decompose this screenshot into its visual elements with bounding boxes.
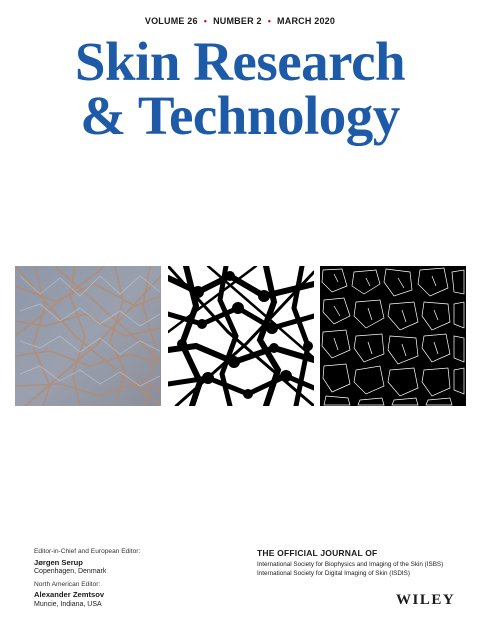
- publisher-logo: WILEY: [396, 592, 456, 608]
- contour-skin-image: [320, 266, 466, 406]
- editor-name: Alexander Zemtsov: [34, 590, 105, 600]
- official-journal-block: THE OFFICIAL JOURNAL OF International So…: [257, 548, 467, 578]
- skin-photo-image: [15, 266, 161, 406]
- editor-role: Editor-in-Chief and European Editor:: [34, 548, 141, 555]
- society-name: International Society for Biophysics and…: [257, 561, 444, 569]
- binary-skin-image: [168, 266, 314, 406]
- cover-image-strip: [15, 266, 466, 406]
- separator-dot: •: [203, 16, 208, 26]
- editor-role: North American Editor:: [34, 580, 101, 588]
- editor-location: Muncie, Indiana, USA: [34, 600, 102, 608]
- number-label: NUMBER 2: [213, 16, 262, 26]
- society-name: International Society for Digital Imagin…: [257, 569, 410, 577]
- date-label: MARCH 2020: [277, 16, 336, 26]
- editors-block: Editor-in-Chief and European Editor: Jør…: [34, 548, 234, 613]
- official-heading: THE OFFICIAL JOURNAL OF: [257, 548, 378, 558]
- editor-location: Copenhagen, Denmark: [34, 568, 107, 576]
- journal-title-line1: Skin Research: [74, 31, 406, 92]
- editor-name: Jørgen Serup: [34, 557, 83, 567]
- volume-label: VOLUME 26: [144, 16, 198, 26]
- separator-dot: •: [267, 16, 272, 26]
- issue-line: VOLUME 26 • NUMBER 2 • MARCH 2020: [0, 16, 480, 26]
- journal-title-line2: & Technology: [80, 85, 400, 146]
